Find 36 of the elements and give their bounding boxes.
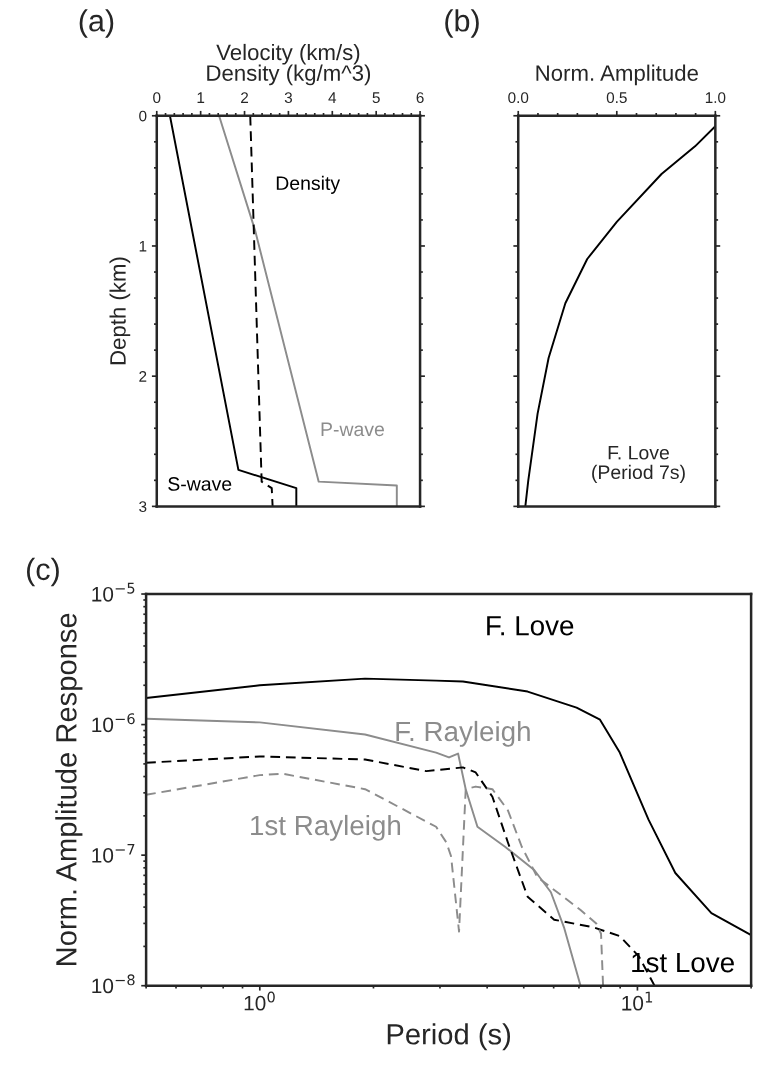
annotation: F. Love (Period 7s) [592, 445, 685, 483]
series-label: F. Love [487, 616, 574, 636]
series-label: Density [276, 175, 341, 194]
y-tick-label: 1 [139, 241, 147, 252]
series-label: P-wave [321, 422, 384, 437]
x-tick-label: 3 [284, 92, 292, 104]
y-axis-title: Norm. Amplitude Response [55, 613, 83, 965]
x-axis-title: Velocity (km/s) Density (kg/m^3) [207, 43, 371, 86]
x-tick-label: 2 [241, 92, 249, 103]
chart-title: (c) [27, 557, 59, 587]
x-axis-title: Norm. Amplitude [536, 64, 698, 86]
x-tick-label: 6 [416, 92, 424, 104]
y-tick-label: 10$^{−5}$ [92, 582, 135, 602]
x-tick-label: 4 [328, 92, 337, 103]
y-tick-label: 0 [139, 110, 147, 122]
series-label: 1st Rayleigh [251, 814, 401, 841]
x-tick-label: 0.0 [508, 92, 529, 104]
y-tick-label: 10$^{−6}$ [92, 713, 135, 733]
y-tick-label: 2 [139, 371, 147, 382]
chart-title: (b) [445, 9, 479, 38]
chart-title: (a) [79, 9, 114, 38]
series-label: S-wave [168, 477, 232, 491]
x-tick-label: 10$^{1}$ [622, 991, 653, 1011]
y-tick-label: 10$^{−7}$ [92, 843, 135, 863]
series-label: F. Rayleigh [396, 720, 530, 747]
series-label: 1st Love [632, 952, 734, 973]
x-tick-label: 0.5 [606, 92, 627, 104]
y-tick-label: 10$^{−8}$ [92, 974, 135, 994]
y-tick-label: 3 [139, 501, 147, 513]
y-axis-title: Depth (km) [109, 257, 131, 365]
x-tick-label: 1 [197, 92, 205, 103]
x-tick-label: 5 [372, 92, 380, 104]
x-tick-label: 1.0 [705, 92, 726, 104]
x-axis-title: Period (s) [387, 1023, 511, 1051]
x-tick-label: 0 [153, 92, 161, 104]
x-tick-label: 10$^{0}$ [244, 991, 275, 1011]
